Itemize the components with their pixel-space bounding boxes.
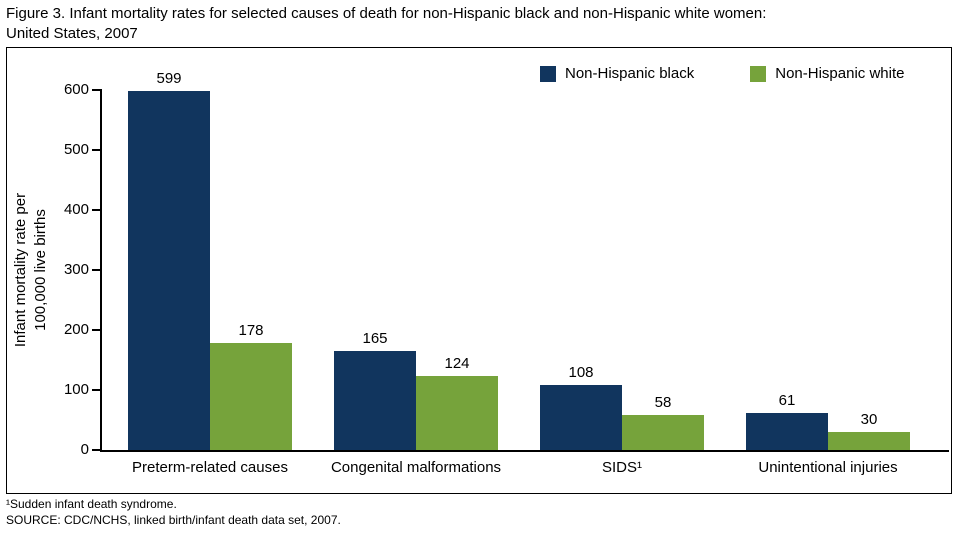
bar-non-hispanic-black: 108: [540, 364, 622, 450]
legend-swatch-white: [750, 65, 767, 82]
y-tick-label: 300: [63, 261, 89, 278]
bar-non-hispanic-white: 30: [828, 411, 910, 450]
figure-title-line1: Figure 3. Infant mortality rates for sel…: [6, 5, 767, 22]
x-category-label: Congenital malformations: [330, 459, 502, 476]
chart-frame: Non-Hispanic black Non-Hispanic white In…: [6, 47, 952, 494]
legend-label-black: Non-Hispanic black: [565, 65, 695, 82]
bar-value-label: 599: [156, 69, 182, 87]
x-category-label: Unintentional injuries: [758, 459, 898, 476]
footnote-sids: ¹Sudden infant death syndrome.: [6, 497, 177, 511]
source-note: SOURCE: CDC/NCHS, linked birth/infant de…: [6, 512, 341, 527]
legend-item-non-hispanic-black: Non-Hispanic black: [540, 65, 694, 82]
bar-non-hispanic-white: 124: [416, 355, 498, 450]
legend-item-non-hispanic-white: Non-Hispanic white: [750, 65, 904, 82]
y-axis-title-line1: Infant mortality rate per: [12, 192, 29, 348]
y-tick-mark: [92, 329, 100, 331]
bar-value-label: 124: [444, 354, 470, 372]
y-tick-mark: [92, 209, 100, 211]
bar-value-label: 58: [654, 394, 672, 412]
figure-title: Figure 3. Infant mortality rates for sel…: [6, 4, 766, 45]
bar-non-hispanic-white: 58: [622, 394, 704, 450]
bar-group-preterm-related-causes: 599 178 Preterm-related causes: [128, 70, 292, 476]
plot-area: 599 178 Preterm-related causes 165 124 Congen…: [100, 70, 949, 476]
bar-value-label: 108: [568, 364, 594, 382]
bar-non-hispanic-black: 599: [128, 70, 210, 450]
footnotes: ¹Sudden infant death syndrome. SOURCE: C…: [6, 497, 341, 528]
bar-group-congenital-malformations: 165 124 Congenital malformations: [331, 330, 501, 476]
x-category-label: SIDS¹: [601, 459, 643, 476]
y-tick-mark: [92, 149, 100, 151]
bar-value-label: 30: [860, 411, 878, 428]
y-tick-mark: [92, 89, 100, 91]
x-category-label: Preterm-related causes: [132, 459, 288, 476]
y-tick-label: 500: [63, 141, 89, 158]
legend: Non-Hispanic black Non-Hispanic white: [540, 65, 904, 82]
legend-label-white: Non-Hispanic white: [775, 65, 905, 82]
y-tick-mark: [92, 269, 100, 271]
y-tick-mark: [92, 389, 100, 391]
bar-group-sids: 108 58 SIDS¹: [540, 364, 704, 476]
y-tick-mark: [92, 449, 100, 451]
bar-value-label: 165: [362, 330, 388, 347]
bar-value-label: 61: [778, 392, 796, 410]
y-tick-label: 200: [63, 321, 89, 338]
bar-group-unintentional-injuries: 61 30 Unintentional injuries: [746, 392, 910, 476]
legend-swatch-black: [540, 65, 556, 82]
y-tick-label: 100: [63, 381, 89, 398]
bar-non-hispanic-black: 61: [746, 392, 828, 450]
y-tick-label: 600: [63, 81, 89, 98]
bar-non-hispanic-white: 178: [210, 322, 292, 450]
bar-non-hispanic-black: 165: [334, 330, 416, 450]
bar-value-label: 178: [238, 322, 264, 340]
y-tick-label: 400: [63, 201, 89, 218]
figure-title-line2: United States, 2007: [6, 25, 138, 43]
y-tick-label: 0: [80, 441, 89, 458]
